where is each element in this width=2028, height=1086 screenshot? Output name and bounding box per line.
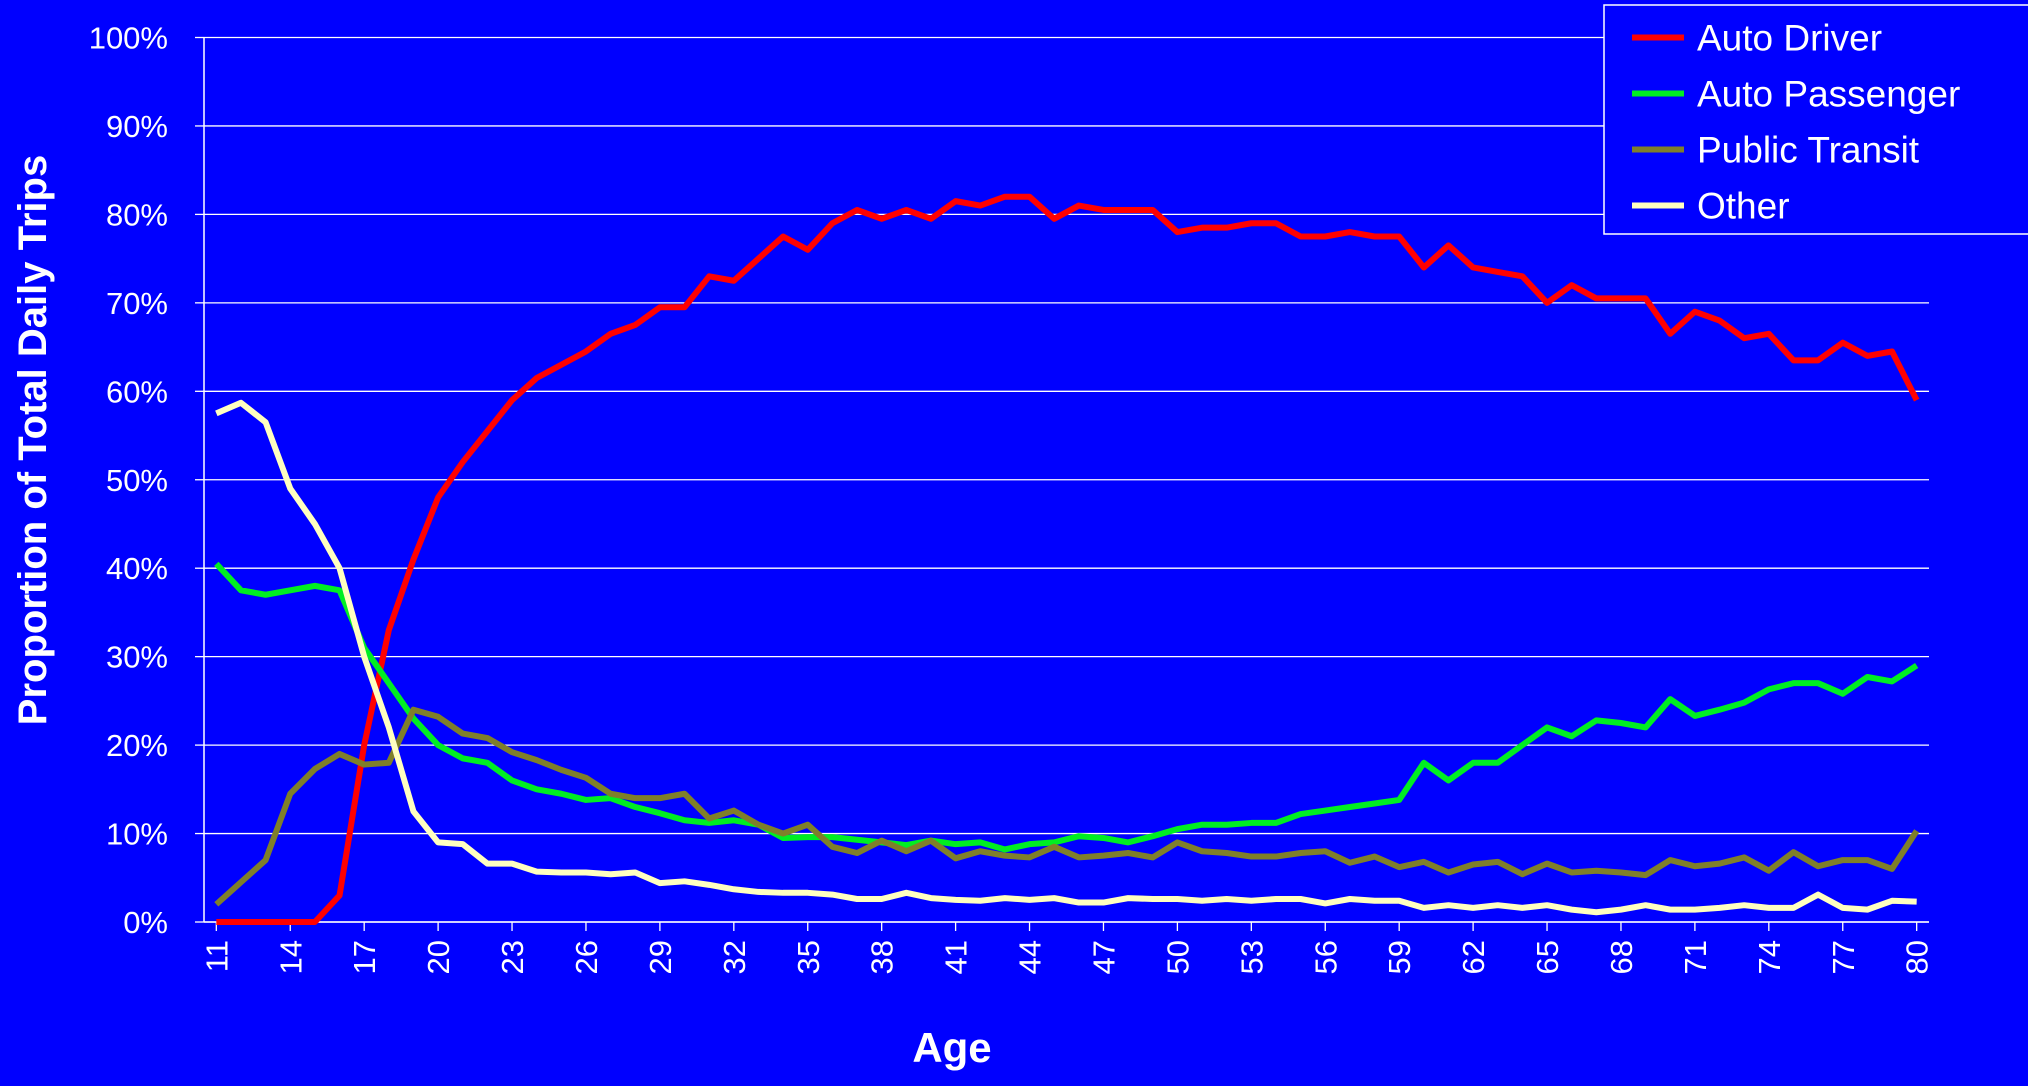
data-line [215,399,1917,916]
y-tick-label: 50% [106,463,168,498]
y-tick-label: 80% [106,197,168,232]
y-tick-label: 30% [106,640,168,675]
y-axis-title: Proportion of Total Daily Trips [11,155,55,725]
legend-box [1603,4,2028,235]
x-tick-label: 71 [1678,940,1713,974]
y-tick-label: 90% [106,109,168,144]
y-tick-label: 40% [106,551,168,586]
data-line [216,193,1920,925]
legend-label: Other [1697,186,1790,227]
legend-label: Auto Passenger [1697,74,1960,115]
x-tick-label: 77 [1826,940,1861,974]
x-tick-label: 65 [1530,940,1565,974]
x-tick-label: 50 [1160,940,1195,974]
legend-label: Public Transit [1697,130,1920,171]
x-tick-label: 56 [1308,940,1343,974]
y-tick-label: 70% [106,286,168,321]
y-tick-label: 20% [106,728,168,763]
x-tick-label: 14 [273,940,308,974]
x-tick-label: 62 [1456,940,1491,974]
legend-label: Auto Driver [1697,18,1882,59]
x-tick-label: 44 [1013,940,1048,974]
x-tick-label: 11 [199,940,234,972]
y-tick-label: 0% [123,905,168,940]
y-tick-label: 10% [106,817,168,852]
y-tick-label: 100% [89,21,168,56]
x-tick-label: 26 [569,940,604,974]
data-line [214,706,1920,907]
data-line [214,561,1919,853]
x-tick-label: 41 [939,940,974,974]
x-tick-label: 74 [1752,940,1787,974]
y-tick-label: 60% [106,374,168,409]
x-tick-label: 68 [1604,940,1639,974]
x-tick-label: 29 [643,940,678,974]
x-tick-label: 38 [865,940,900,974]
x-tick-label: 32 [717,940,752,974]
x-tick-label: 17 [347,940,382,974]
x-tick-label: 35 [791,940,826,974]
x-tick-label: 20 [421,940,456,974]
x-tick-label: 80 [1900,940,1935,974]
x-tick-label: 23 [495,940,530,974]
x-tick-label: 59 [1382,940,1417,974]
x-tick-label: 53 [1234,940,1269,974]
x-tick-label: 47 [1086,940,1121,974]
x-axis-title: Age [912,1024,991,1071]
